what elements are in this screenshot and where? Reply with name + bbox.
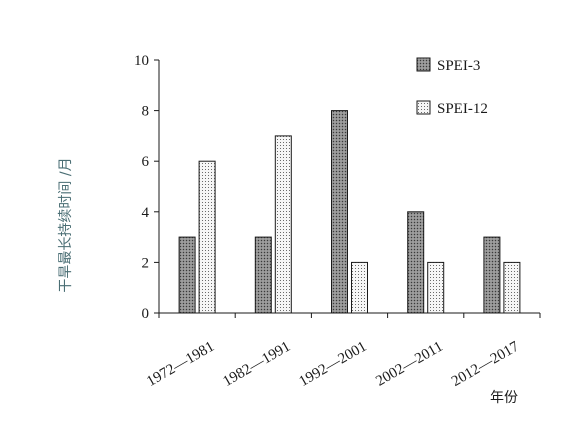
bar-spei-12 <box>427 261 445 314</box>
x-axis: 1972—1981 1982—1991 1992—2001 2002—2011 2012… <box>144 312 541 390</box>
x-category-label: 2012—2017 <box>449 338 522 390</box>
x-category-label: 1972—1981 <box>144 339 217 390</box>
legend-swatch <box>416 100 431 115</box>
y-tick-label: 8 <box>142 104 150 120</box>
bar-spei-3 <box>331 110 348 314</box>
x-category-label: 1982—1991 <box>220 339 293 390</box>
bar-spei-12 <box>503 261 521 314</box>
y-tick-label: 10 <box>134 53 149 69</box>
bar-spei-3 <box>178 236 196 314</box>
bars <box>178 110 521 314</box>
legend-label: SPEI-3 <box>437 58 480 74</box>
bar-spei-12 <box>274 135 292 314</box>
y-tick-label: 0 <box>142 306 150 322</box>
bar-spei-3 <box>483 236 501 314</box>
y-tick-label: 4 <box>142 205 150 221</box>
x-category-label: 1992—2001 <box>297 339 370 390</box>
x-category-label: 2002—2011 <box>373 339 445 390</box>
bar-spei-3 <box>254 236 272 314</box>
legend: SPEI-3 SPEI-12 <box>416 57 488 117</box>
x-axis-title: 年份 <box>490 390 518 406</box>
bar-spei-12 <box>198 160 216 314</box>
bar-spei-12 <box>351 261 368 314</box>
legend-label: SPEI-12 <box>437 101 488 117</box>
y-tick-label: 2 <box>142 255 150 271</box>
bar-spei-3 <box>407 211 425 314</box>
y-axis: 0 2 4 6 8 10 <box>134 53 160 322</box>
legend-swatch <box>416 57 431 72</box>
y-tick-label: 6 <box>142 154 150 170</box>
y-axis-title: 干旱最长持续时间 /月 <box>57 157 74 292</box>
